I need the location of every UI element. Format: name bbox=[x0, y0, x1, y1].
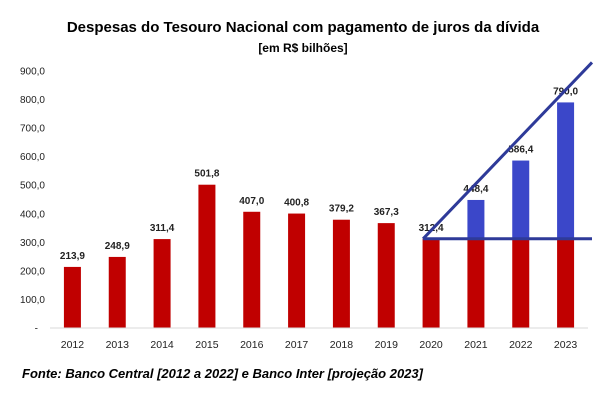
chart-title: Despesas do Tesouro Nacional com pagamen… bbox=[67, 19, 540, 36]
x-tick-label: 2022 bbox=[509, 339, 533, 351]
data-label-2012: 213,9 bbox=[60, 251, 85, 262]
bar-2020 bbox=[422, 238, 440, 328]
bars: 213,9 248,9 311,4 501,8 407,0 400,8 379,2 367,3… bbox=[60, 86, 579, 328]
bar-increase-2021 bbox=[467, 199, 485, 239]
data-label-2019: 367,3 bbox=[374, 207, 399, 218]
bar-base-2023 bbox=[557, 238, 575, 328]
data-label-2021: 448,4 bbox=[463, 184, 488, 195]
data-label-2014: 311,4 bbox=[150, 223, 175, 234]
y-tick-label: 100,0 bbox=[20, 295, 45, 306]
y-axis: - 100,0 200,0 300,0 400,0 500,0 600,0 700,0 800,… bbox=[20, 67, 45, 335]
y-tick-label: 200,0 bbox=[20, 266, 45, 277]
x-axis: 2012 2013 2014 2015 2016 2017 2018 2019 2020 2021… bbox=[50, 327, 588, 351]
data-label-2015: 501,8 bbox=[194, 169, 219, 180]
x-tick-label: 2018 bbox=[330, 339, 354, 351]
data-label-2013: 248,9 bbox=[105, 241, 130, 252]
data-label-2017: 400,8 bbox=[284, 198, 309, 209]
y-tick-label: 400,0 bbox=[20, 209, 45, 220]
y-tick-label: 300,0 bbox=[20, 238, 45, 249]
x-tick-label: 2016 bbox=[240, 339, 264, 351]
bar-base-2021 bbox=[467, 238, 485, 328]
x-tick-label: 2013 bbox=[106, 339, 130, 351]
y-tick-label: 800,0 bbox=[20, 95, 45, 106]
data-label-2018: 379,2 bbox=[329, 204, 354, 215]
bar-2012 bbox=[63, 266, 81, 328]
x-tick-label: 2017 bbox=[285, 339, 309, 351]
bar-2017 bbox=[288, 213, 306, 328]
bar-base-2022 bbox=[512, 238, 530, 328]
bar-2013 bbox=[108, 256, 126, 328]
y-tick-label: 700,0 bbox=[20, 124, 45, 135]
x-tick-label: 2023 bbox=[554, 339, 578, 351]
source-note: Fonte: Banco Central [2012 a 2022] e Ban… bbox=[22, 366, 423, 381]
trend-annotation-line bbox=[422, 61, 594, 240]
bar-2016 bbox=[243, 211, 261, 328]
bar-2014 bbox=[153, 239, 171, 328]
y-tick-label: 600,0 bbox=[20, 152, 45, 163]
chart-subtitle: [em R$ bilhões] bbox=[258, 41, 347, 55]
bar-2018 bbox=[332, 219, 350, 328]
bar-2015 bbox=[198, 184, 216, 328]
bar-increase-2022 bbox=[512, 160, 530, 239]
x-tick-label: 2021 bbox=[464, 339, 488, 351]
bar-2019 bbox=[377, 223, 395, 328]
overlay bbox=[422, 61, 594, 241]
x-tick-label: 2015 bbox=[195, 339, 219, 351]
data-label-2022: 586,4 bbox=[508, 145, 533, 156]
y-tick-label: - bbox=[35, 324, 38, 335]
data-label-2016: 407,0 bbox=[239, 196, 264, 207]
x-tick-label: 2019 bbox=[375, 339, 399, 351]
x-tick-label: 2020 bbox=[419, 339, 443, 351]
y-tick-label: 900,0 bbox=[20, 67, 45, 78]
y-tick-label: 500,0 bbox=[20, 181, 45, 192]
x-tick-label: 2014 bbox=[150, 339, 174, 351]
bar-increase-2023 bbox=[557, 102, 575, 239]
x-tick-label: 2012 bbox=[61, 339, 85, 351]
